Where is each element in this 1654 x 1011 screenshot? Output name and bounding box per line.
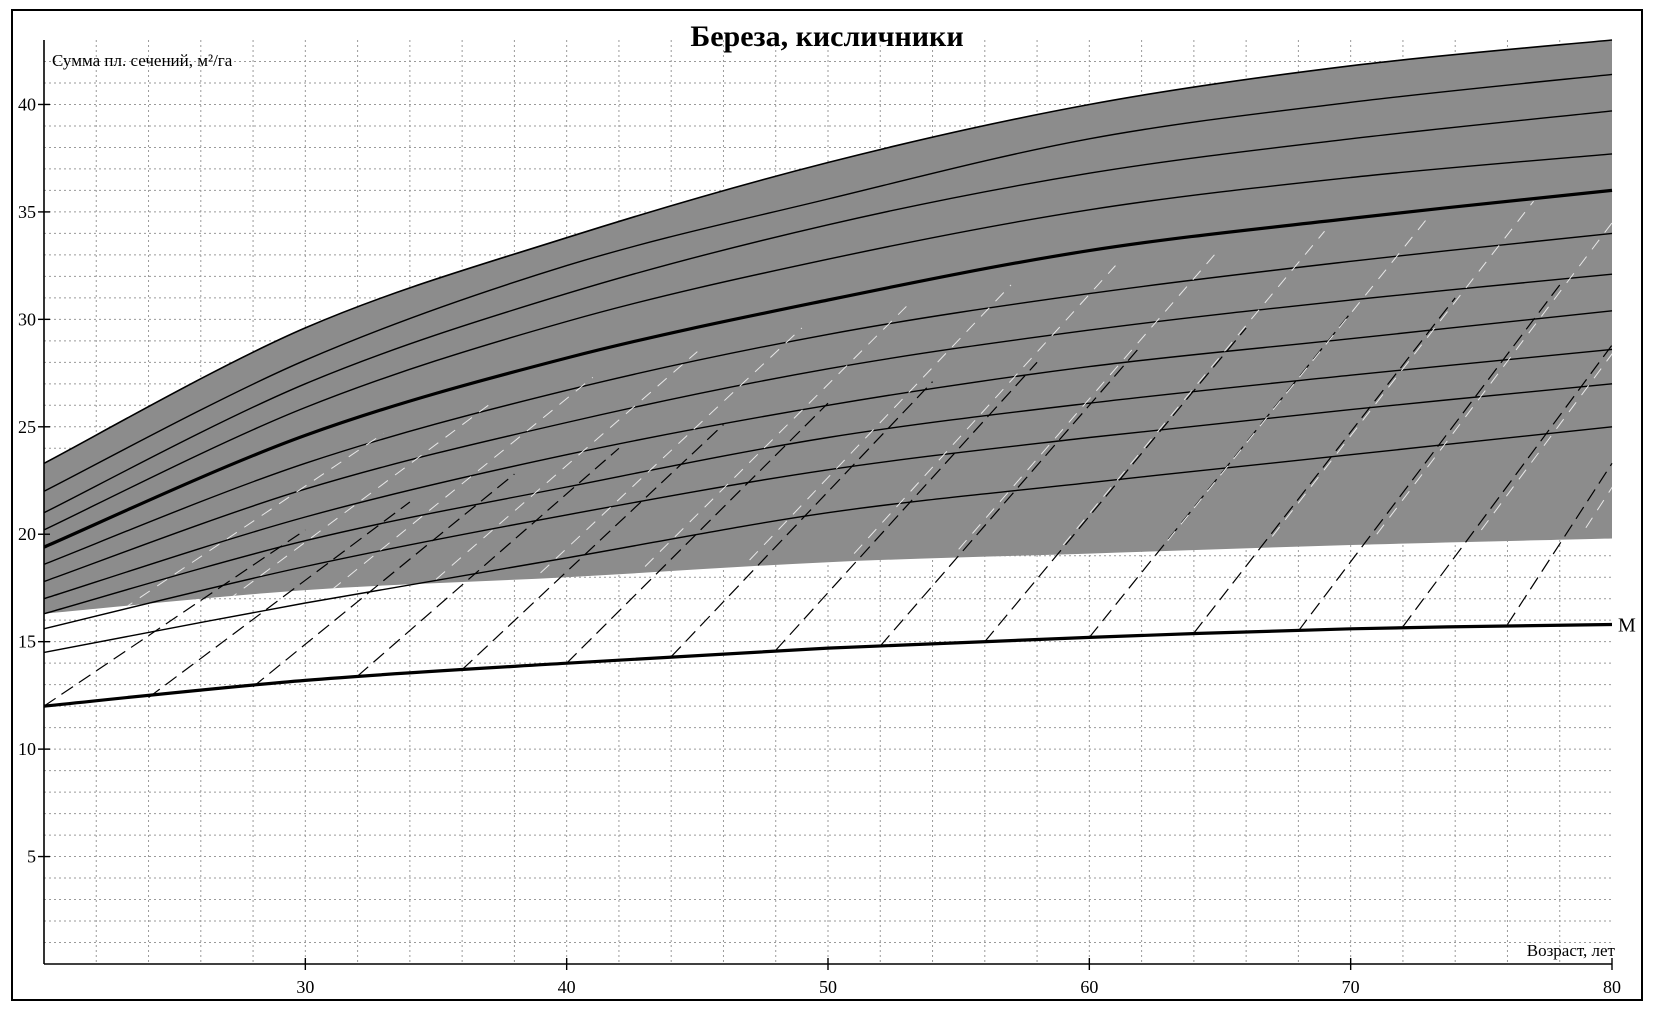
diagonal-line-9: [879, 344, 1143, 647]
curve-9: [43, 383, 1613, 630]
y-tick-label: 40: [18, 94, 36, 114]
x-tick-label: 50: [819, 977, 837, 997]
diagonal-line-10: [984, 327, 1247, 643]
curve-7: [43, 310, 1613, 600]
series-line-M: [43, 622, 1613, 708]
x-axis-label: Возраст, лет: [1527, 941, 1616, 960]
x-tick-label: 40: [558, 977, 576, 997]
y-tick-label: 20: [18, 524, 36, 544]
diagonal-light-line-9: [958, 248, 1221, 550]
diagonal-lines: [43, 187, 1613, 707]
x-tick-label: 60: [1080, 977, 1098, 997]
y-axis-label: Сумма пл. сечений, м²/га: [52, 51, 233, 70]
x-tick-label: 70: [1342, 977, 1360, 997]
diagonal-light-line-1: [122, 432, 385, 610]
diagonal-line-1: [43, 529, 306, 707]
diagonal-light-line-13: [1376, 187, 1612, 535]
diagonal-line-12: [1193, 297, 1456, 634]
diagonal-light-line-4: [435, 351, 698, 580]
curve-bold: [43, 188, 1613, 549]
diagonal-line-3: [252, 473, 515, 688]
diagonal-light-line-14: [1480, 248, 1612, 531]
y-tick-label: 30: [18, 309, 36, 329]
curves: [43, 73, 1613, 654]
chart-title: Береза, кисличники: [690, 20, 963, 53]
y-tick-label: 25: [18, 417, 36, 437]
axes: 30 40 50 60 70 80 5 10 15 20 25 30 35 40: [18, 40, 1621, 997]
diagonal-light-line-8: [853, 265, 1116, 554]
band-area: [43, 39, 1613, 614]
shaded-band: [44, 40, 1612, 614]
diagonal-line-15: [1506, 462, 1613, 625]
diagonal-line-7: [670, 381, 933, 658]
diagonal-light-line-7: [749, 284, 1012, 561]
curve-8: [43, 348, 1613, 615]
diagonal-line-14: [1402, 344, 1613, 627]
x-tick-label: 80: [1603, 977, 1621, 997]
diagonal-light-line-3: [331, 376, 594, 591]
diagonal-line-4: [357, 447, 620, 677]
diagonal-light-line-12: [1271, 200, 1534, 537]
curve-6: [43, 273, 1613, 583]
diagonal-light-line-15: [1585, 366, 1612, 529]
y-tick-label: 5: [27, 847, 36, 867]
curve-1: [43, 73, 1613, 492]
diagonal-line-5: [461, 424, 724, 671]
curve-5: [43, 232, 1613, 565]
diagonal-line-11: [1088, 312, 1352, 638]
diagonal-line-6: [566, 402, 829, 664]
diagonal-light-line-5: [540, 327, 803, 574]
curve-10: [43, 426, 1613, 654]
curve-3: [43, 153, 1613, 531]
y-tick-label: 15: [18, 632, 36, 652]
x-tick-label: 30: [296, 977, 314, 997]
y-tick-label: 35: [18, 202, 36, 222]
diagonal-line-2: [148, 501, 411, 699]
diagonal-light-line-10: [1062, 230, 1325, 546]
diagonal-line-8: [775, 361, 1038, 651]
series: M: [43, 614, 1636, 708]
chart-frame: [11, 9, 1643, 1001]
y-tick-label: 10: [18, 739, 36, 759]
diagonal-light-line-11: [1167, 215, 1430, 541]
curve-2: [43, 110, 1613, 514]
series-label-M: M: [1618, 614, 1636, 636]
band-upper-boundary: [43, 39, 1613, 465]
diagonal-line-13: [1297, 284, 1561, 632]
